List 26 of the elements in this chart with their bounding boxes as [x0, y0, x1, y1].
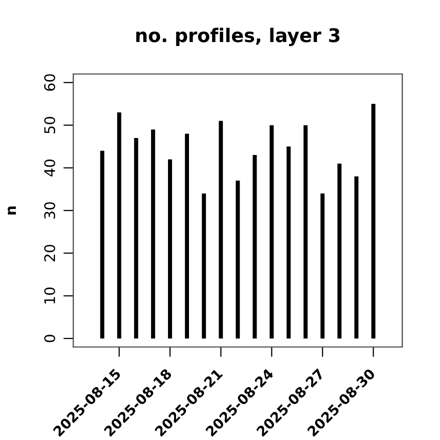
- bar: [354, 176, 358, 338]
- y-tick-label: 0: [44, 334, 56, 342]
- bar: [100, 150, 104, 338]
- bar: [202, 193, 206, 338]
- bar: [337, 164, 342, 338]
- bar: [151, 129, 156, 338]
- bar: [304, 125, 308, 338]
- bar: [184, 134, 189, 338]
- y-tick-label: 50: [44, 116, 56, 134]
- bar: [371, 104, 376, 338]
- bar: [134, 138, 138, 338]
- bar: [218, 120, 223, 338]
- chart-title: no. profiles, layer 3: [136, 28, 340, 46]
- bar: [117, 112, 122, 338]
- y-tick-label: 60: [44, 74, 56, 91]
- y-tick-label: 20: [44, 244, 56, 262]
- y-tick-label: 10: [44, 288, 56, 304]
- bar: [168, 159, 172, 338]
- y-axis-title: n: [8, 206, 16, 214]
- y-tick-label: 40: [44, 160, 56, 176]
- bar: [252, 155, 257, 338]
- bar: [270, 125, 274, 338]
- y-tick-label: 30: [44, 202, 56, 219]
- bar: [320, 193, 325, 338]
- bar: [236, 180, 240, 338]
- bar: [286, 146, 291, 338]
